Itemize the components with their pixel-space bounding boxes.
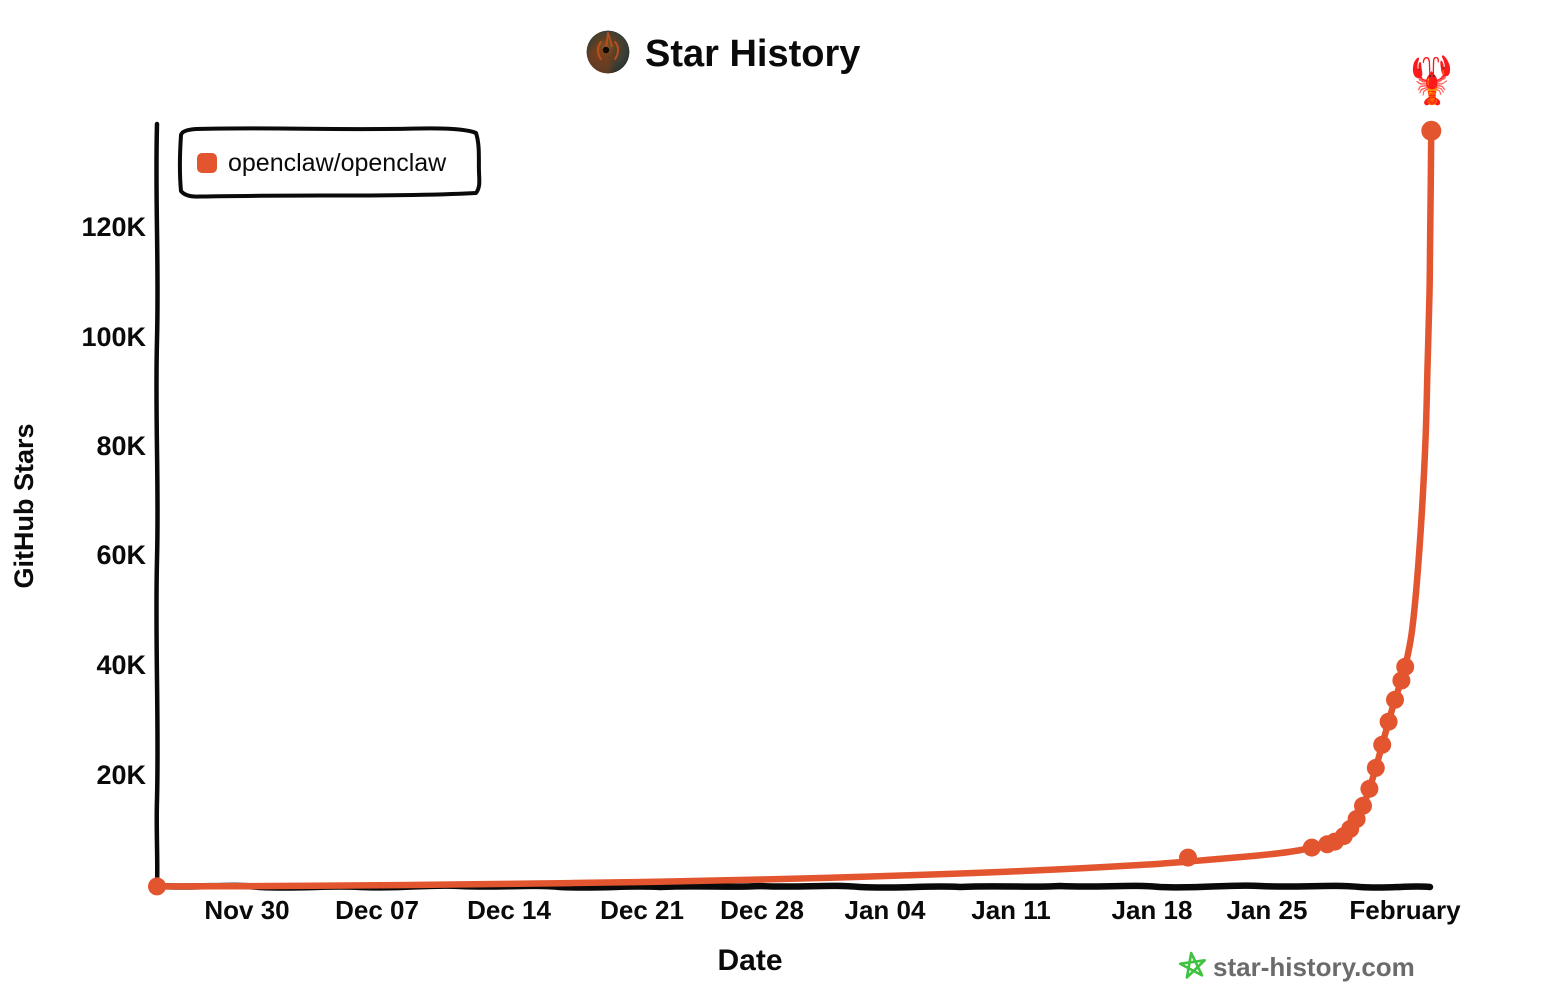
svg-text:100K: 100K — [81, 322, 146, 352]
svg-text:80K: 80K — [96, 431, 146, 461]
svg-text:GitHub Stars: GitHub Stars — [9, 423, 39, 588]
svg-text:60K: 60K — [96, 540, 146, 570]
svg-text:Jan 18: Jan 18 — [1112, 895, 1193, 925]
svg-text:Nov 30: Nov 30 — [204, 895, 289, 925]
svg-text:Jan 25: Jan 25 — [1227, 895, 1308, 925]
svg-text:openclaw/openclaw: openclaw/openclaw — [228, 149, 447, 177]
svg-text:20K: 20K — [96, 760, 146, 790]
svg-text:Dec 28: Dec 28 — [720, 895, 804, 925]
svg-text:Dec 21: Dec 21 — [600, 895, 684, 925]
svg-text:Dec 07: Dec 07 — [335, 895, 419, 925]
svg-text:star-history.com: star-history.com — [1213, 952, 1415, 982]
svg-text:Date: Date — [717, 944, 782, 977]
svg-text:🦞: 🦞 — [1403, 54, 1460, 107]
svg-text:Star History: Star History — [645, 33, 860, 75]
svg-text:Dec 14: Dec 14 — [467, 895, 551, 925]
svg-text:Jan 11: Jan 11 — [971, 895, 1051, 925]
svg-text:Jan 04: Jan 04 — [845, 895, 926, 925]
svg-text:40K: 40K — [96, 650, 146, 680]
svg-text:120K: 120K — [81, 212, 146, 242]
svg-text:February: February — [1349, 895, 1461, 925]
